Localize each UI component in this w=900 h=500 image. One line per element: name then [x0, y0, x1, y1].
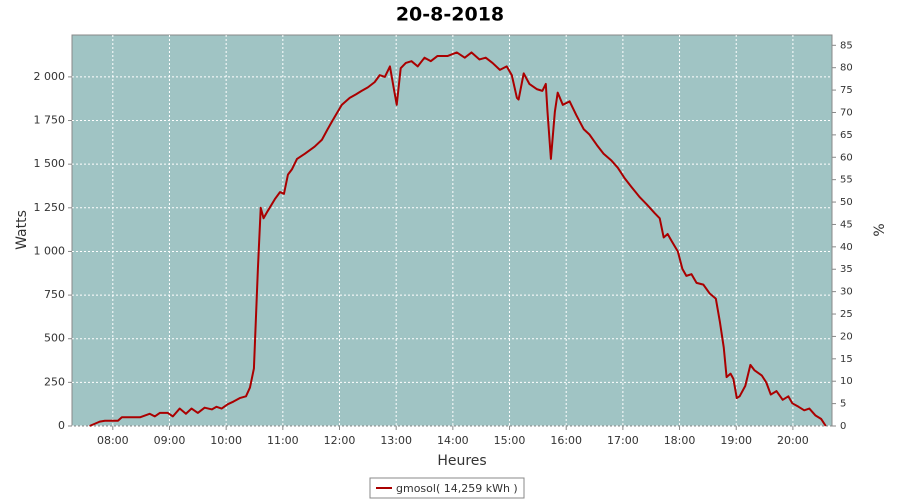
plot-area	[71, 34, 833, 427]
legend-box	[369, 477, 525, 499]
y-tick-label: 2 000	[34, 70, 66, 83]
x-axis-title: Heures	[437, 453, 486, 469]
y-tick-label: 750	[44, 288, 65, 301]
y-tick-label: 0	[58, 419, 65, 432]
y2-tick-label: 15	[840, 354, 853, 365]
legend: gmosol( 14,259 kWh )	[369, 477, 525, 499]
x-tick-label: 12:00	[324, 434, 356, 447]
y-tick-label: 1 000	[34, 244, 66, 257]
y2-tick-label: 65	[840, 130, 853, 141]
y2-tick-label: 85	[840, 40, 853, 51]
y-tick-label: 250	[44, 375, 65, 388]
x-tick-label: 14:00	[437, 434, 469, 447]
y2-tick-label: 30	[840, 287, 853, 298]
y-tick-label: 500	[44, 332, 65, 345]
y2-tick-label: 60	[840, 152, 853, 163]
y2-tick-label: 10	[840, 376, 853, 387]
y2-tick-label: 80	[840, 63, 853, 74]
y2-tick-label: 20	[840, 331, 853, 342]
x-tick-label: 10:00	[210, 434, 242, 447]
y-tick-label: 1 500	[34, 157, 66, 170]
x-tick-label: 08:00	[97, 434, 129, 447]
x-tick-label: 19:00	[720, 434, 752, 447]
data-line	[89, 51, 827, 427]
y2-tick-label: 0	[840, 421, 846, 432]
x-tick-label: 16:00	[550, 434, 582, 447]
x-tick-label: 15:00	[494, 434, 526, 447]
x-tick-label: 13:00	[380, 434, 412, 447]
y2-tick-label: 50	[840, 197, 853, 208]
x-tick-label: 09:00	[154, 434, 186, 447]
x-tick-label: 18:00	[664, 434, 696, 447]
x-tick-label: 11:00	[267, 434, 299, 447]
y-tick-label: 1 250	[34, 201, 66, 214]
y2-tick-label: 25	[840, 309, 853, 320]
x-tick-label: 20:00	[777, 434, 809, 447]
legend-label: gmosol( 14,259 kWh )	[396, 482, 518, 495]
y2-tick-label: 45	[840, 219, 853, 230]
y2-tick-label: 75	[840, 85, 853, 96]
y2-tick-label: 40	[840, 242, 853, 253]
y2-axis-title: %	[872, 223, 888, 236]
y2-tick-label: 35	[840, 264, 853, 275]
y2-tick-label: 70	[840, 107, 853, 118]
y2-tick-label: 55	[840, 175, 853, 186]
y-axis-title: Watts	[14, 210, 30, 250]
y2-tick-label: 5	[840, 399, 846, 410]
y-tick-label: 1 750	[34, 114, 66, 127]
chart-title: 20-8-2018	[396, 4, 504, 26]
x-tick-label: 17:00	[607, 434, 639, 447]
